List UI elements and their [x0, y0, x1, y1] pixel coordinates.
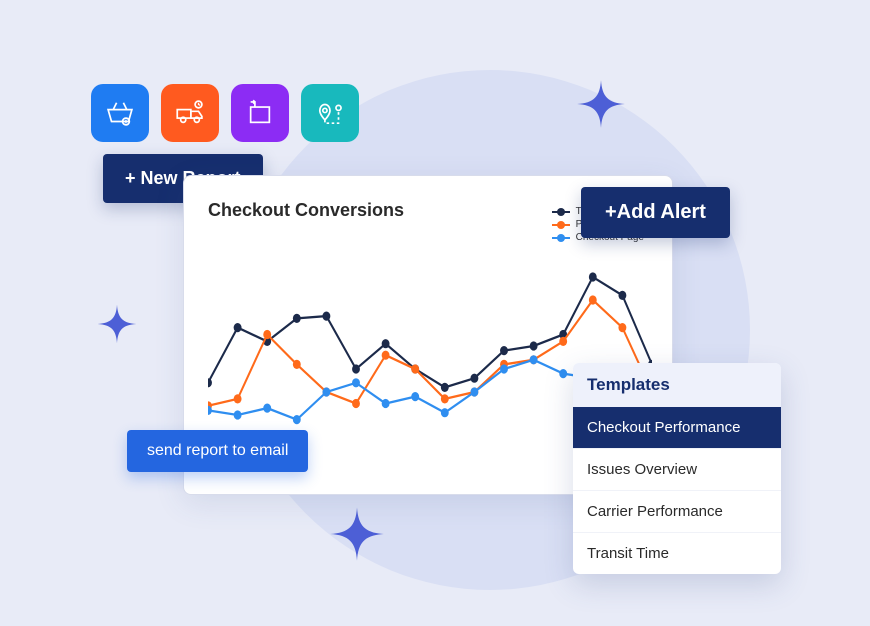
- chart-data-point: [470, 387, 478, 396]
- chart-data-point: [500, 346, 508, 355]
- chart-data-point: [263, 330, 271, 339]
- template-item[interactable]: Carrier Performance: [573, 491, 781, 533]
- chart-data-point: [589, 272, 597, 281]
- chart-data-point: [322, 387, 330, 396]
- send-report-email-button[interactable]: send report to email: [127, 430, 308, 472]
- template-item[interactable]: Issues Overview: [573, 449, 781, 491]
- chart-data-point: [293, 314, 301, 323]
- chart-data-point: [441, 383, 449, 392]
- chart-data-point: [441, 394, 449, 403]
- chart-data-point: [411, 392, 419, 401]
- basket-icon[interactable]: [91, 84, 149, 142]
- chart-data-point: [234, 323, 242, 332]
- chart-data-point: [382, 339, 390, 348]
- chart-data-point: [234, 410, 242, 419]
- add-alert-button[interactable]: +Add Alert: [581, 187, 730, 238]
- chart-data-point: [352, 364, 360, 373]
- chart-data-point: [293, 415, 301, 424]
- chart-data-point: [500, 364, 508, 373]
- report-type-icons: [91, 84, 359, 142]
- chart-data-point: [589, 295, 597, 304]
- chart-data-point: [618, 323, 626, 332]
- chart-data-point: [208, 378, 212, 387]
- chart-data-point: [234, 394, 242, 403]
- templates-header: Templates: [573, 363, 781, 407]
- chart-data-point: [559, 337, 567, 346]
- chart-data-point: [618, 291, 626, 300]
- chart-data-point: [293, 360, 301, 369]
- template-item[interactable]: Checkout Performance: [573, 407, 781, 449]
- sparkle-decoration: [328, 505, 386, 563]
- chart-data-point: [530, 355, 538, 364]
- location-icon[interactable]: [301, 84, 359, 142]
- truck-icon[interactable]: [161, 84, 219, 142]
- chart-data-point: [352, 399, 360, 408]
- chart-data-point: [441, 408, 449, 417]
- chart-data-point: [382, 399, 390, 408]
- chart-data-point: [382, 351, 390, 360]
- chart-data-point: [559, 369, 567, 378]
- sparkle-decoration: [96, 303, 138, 345]
- chart-data-point: [322, 312, 330, 321]
- sparkle-decoration: [575, 78, 627, 130]
- chart-data-point: [411, 364, 419, 373]
- package-icon[interactable]: [231, 84, 289, 142]
- template-item[interactable]: Transit Time: [573, 533, 781, 574]
- templates-panel: Templates Checkout PerformanceIssues Ove…: [573, 363, 781, 574]
- chart-data-point: [470, 374, 478, 383]
- chart-data-point: [352, 378, 360, 387]
- chart-data-point: [263, 404, 271, 413]
- chart-data-point: [530, 341, 538, 350]
